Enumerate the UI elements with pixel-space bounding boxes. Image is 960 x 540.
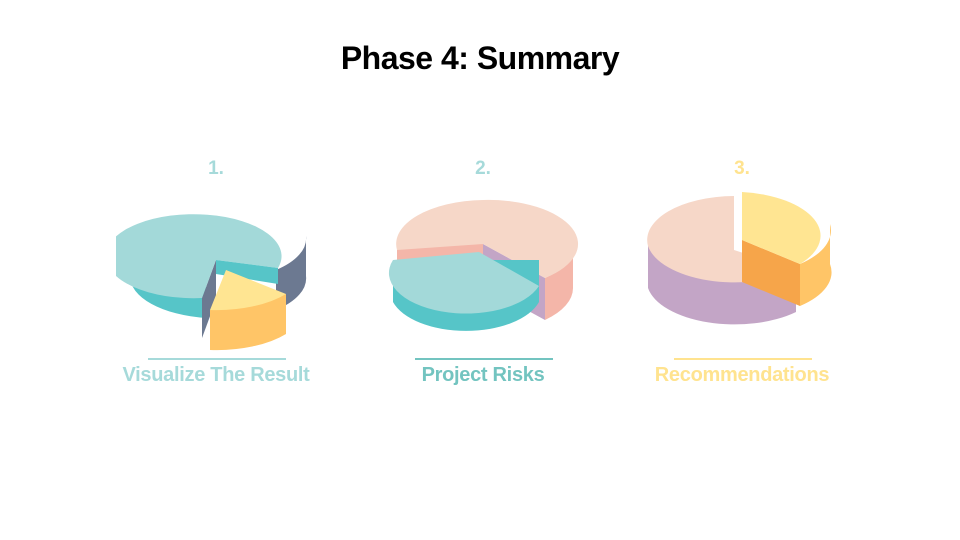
card-label: Recommendations [654,364,830,386]
card-label: Project Risks [421,364,545,386]
page-title: Phase 4: Summary [340,40,620,76]
pie-slice-top [742,192,821,264]
pie-slice-cut-wall [742,240,800,306]
card-label: Visualize The Result [122,364,310,386]
pie-slice-side [800,224,832,306]
card-number: 3. [734,158,750,179]
pie-slice-top [388,252,539,314]
exploded-pie-chart-icon [647,192,832,325]
label-underline [148,358,286,360]
card-number: 2. [475,158,491,179]
pie-top-main [116,214,282,299]
label-underline [674,358,812,360]
exploded-pie-chart-icon [116,214,307,351]
pie-cut-wall-teal [216,260,278,284]
card-number: 1. [208,158,224,179]
pie-side-salmon [545,244,574,320]
pie-top-peach [396,199,579,278]
exploded-pie-chart-icon [388,199,579,331]
card-project-risks: 2. Project Risks [383,150,583,400]
pie-slice-top [210,270,286,311]
pie-cut-wall [202,260,216,338]
pie-side-slate [276,236,307,310]
label-underline [415,358,553,360]
card-recommendations: 3. Recommendations [642,150,842,400]
card-visualize-the-result: 1. Visualize The Result [116,150,316,400]
